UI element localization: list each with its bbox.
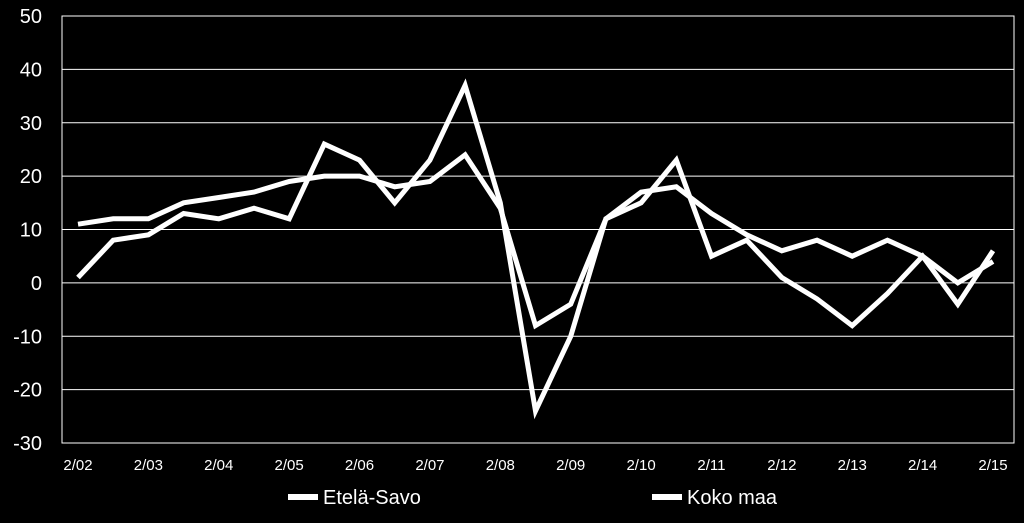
x-tick-label: 2/06: [345, 457, 374, 474]
x-tick-label: 2/15: [978, 457, 1007, 474]
y-tick-label: -10: [13, 326, 42, 348]
y-tick-label: 50: [20, 6, 42, 28]
gridlines: [62, 15, 1014, 444]
x-tick-label: 2/08: [486, 457, 515, 474]
y-tick-label: -20: [13, 380, 42, 402]
y-tick-label: 0: [31, 273, 42, 295]
x-tick-label: 2/11: [697, 457, 725, 474]
y-tick-label: 30: [20, 113, 42, 135]
x-tick-label: 2/02: [63, 457, 92, 474]
legend-label-0: Etelä-Savo: [323, 487, 421, 509]
legend: Etelä-Savo Koko maa: [288, 487, 778, 509]
plot-border: [61, 15, 1015, 444]
y-axis-ticks: -30 -20 -10 0 10 20 30 40 50: [13, 6, 42, 455]
series-line-0: [76, 78, 996, 420]
y-tick-label: 20: [20, 166, 42, 188]
y-tick-label: 10: [20, 220, 42, 242]
legend-label-1: Koko maa: [687, 487, 778, 509]
x-tick-label: 2/10: [626, 457, 655, 474]
legend-item-0: Etelä-Savo: [288, 487, 421, 509]
x-axis-ticks: 2/02 2/03 2/04 2/05 2/06 2/07 2/08 2/09 2/10 2/11…: [63, 457, 1007, 474]
series-lines: [76, 78, 996, 420]
x-tick-label: 2/12: [767, 457, 796, 474]
x-tick-label: 2/07: [415, 457, 444, 474]
x-tick-label: 2/04: [204, 457, 233, 474]
x-tick-label: 2/05: [275, 457, 304, 474]
x-tick-label: 2/13: [838, 457, 867, 474]
x-tick-label: 2/03: [134, 457, 163, 474]
y-tick-label: 40: [20, 59, 42, 81]
x-tick-label: 2/09: [556, 457, 585, 474]
x-tick-label: 2/14: [908, 457, 937, 474]
plot-area: [61, 15, 1015, 444]
y-tick-label: -30: [13, 433, 42, 455]
series-line-1: [77, 151, 995, 330]
legend-item-1: Koko maa: [652, 487, 778, 509]
